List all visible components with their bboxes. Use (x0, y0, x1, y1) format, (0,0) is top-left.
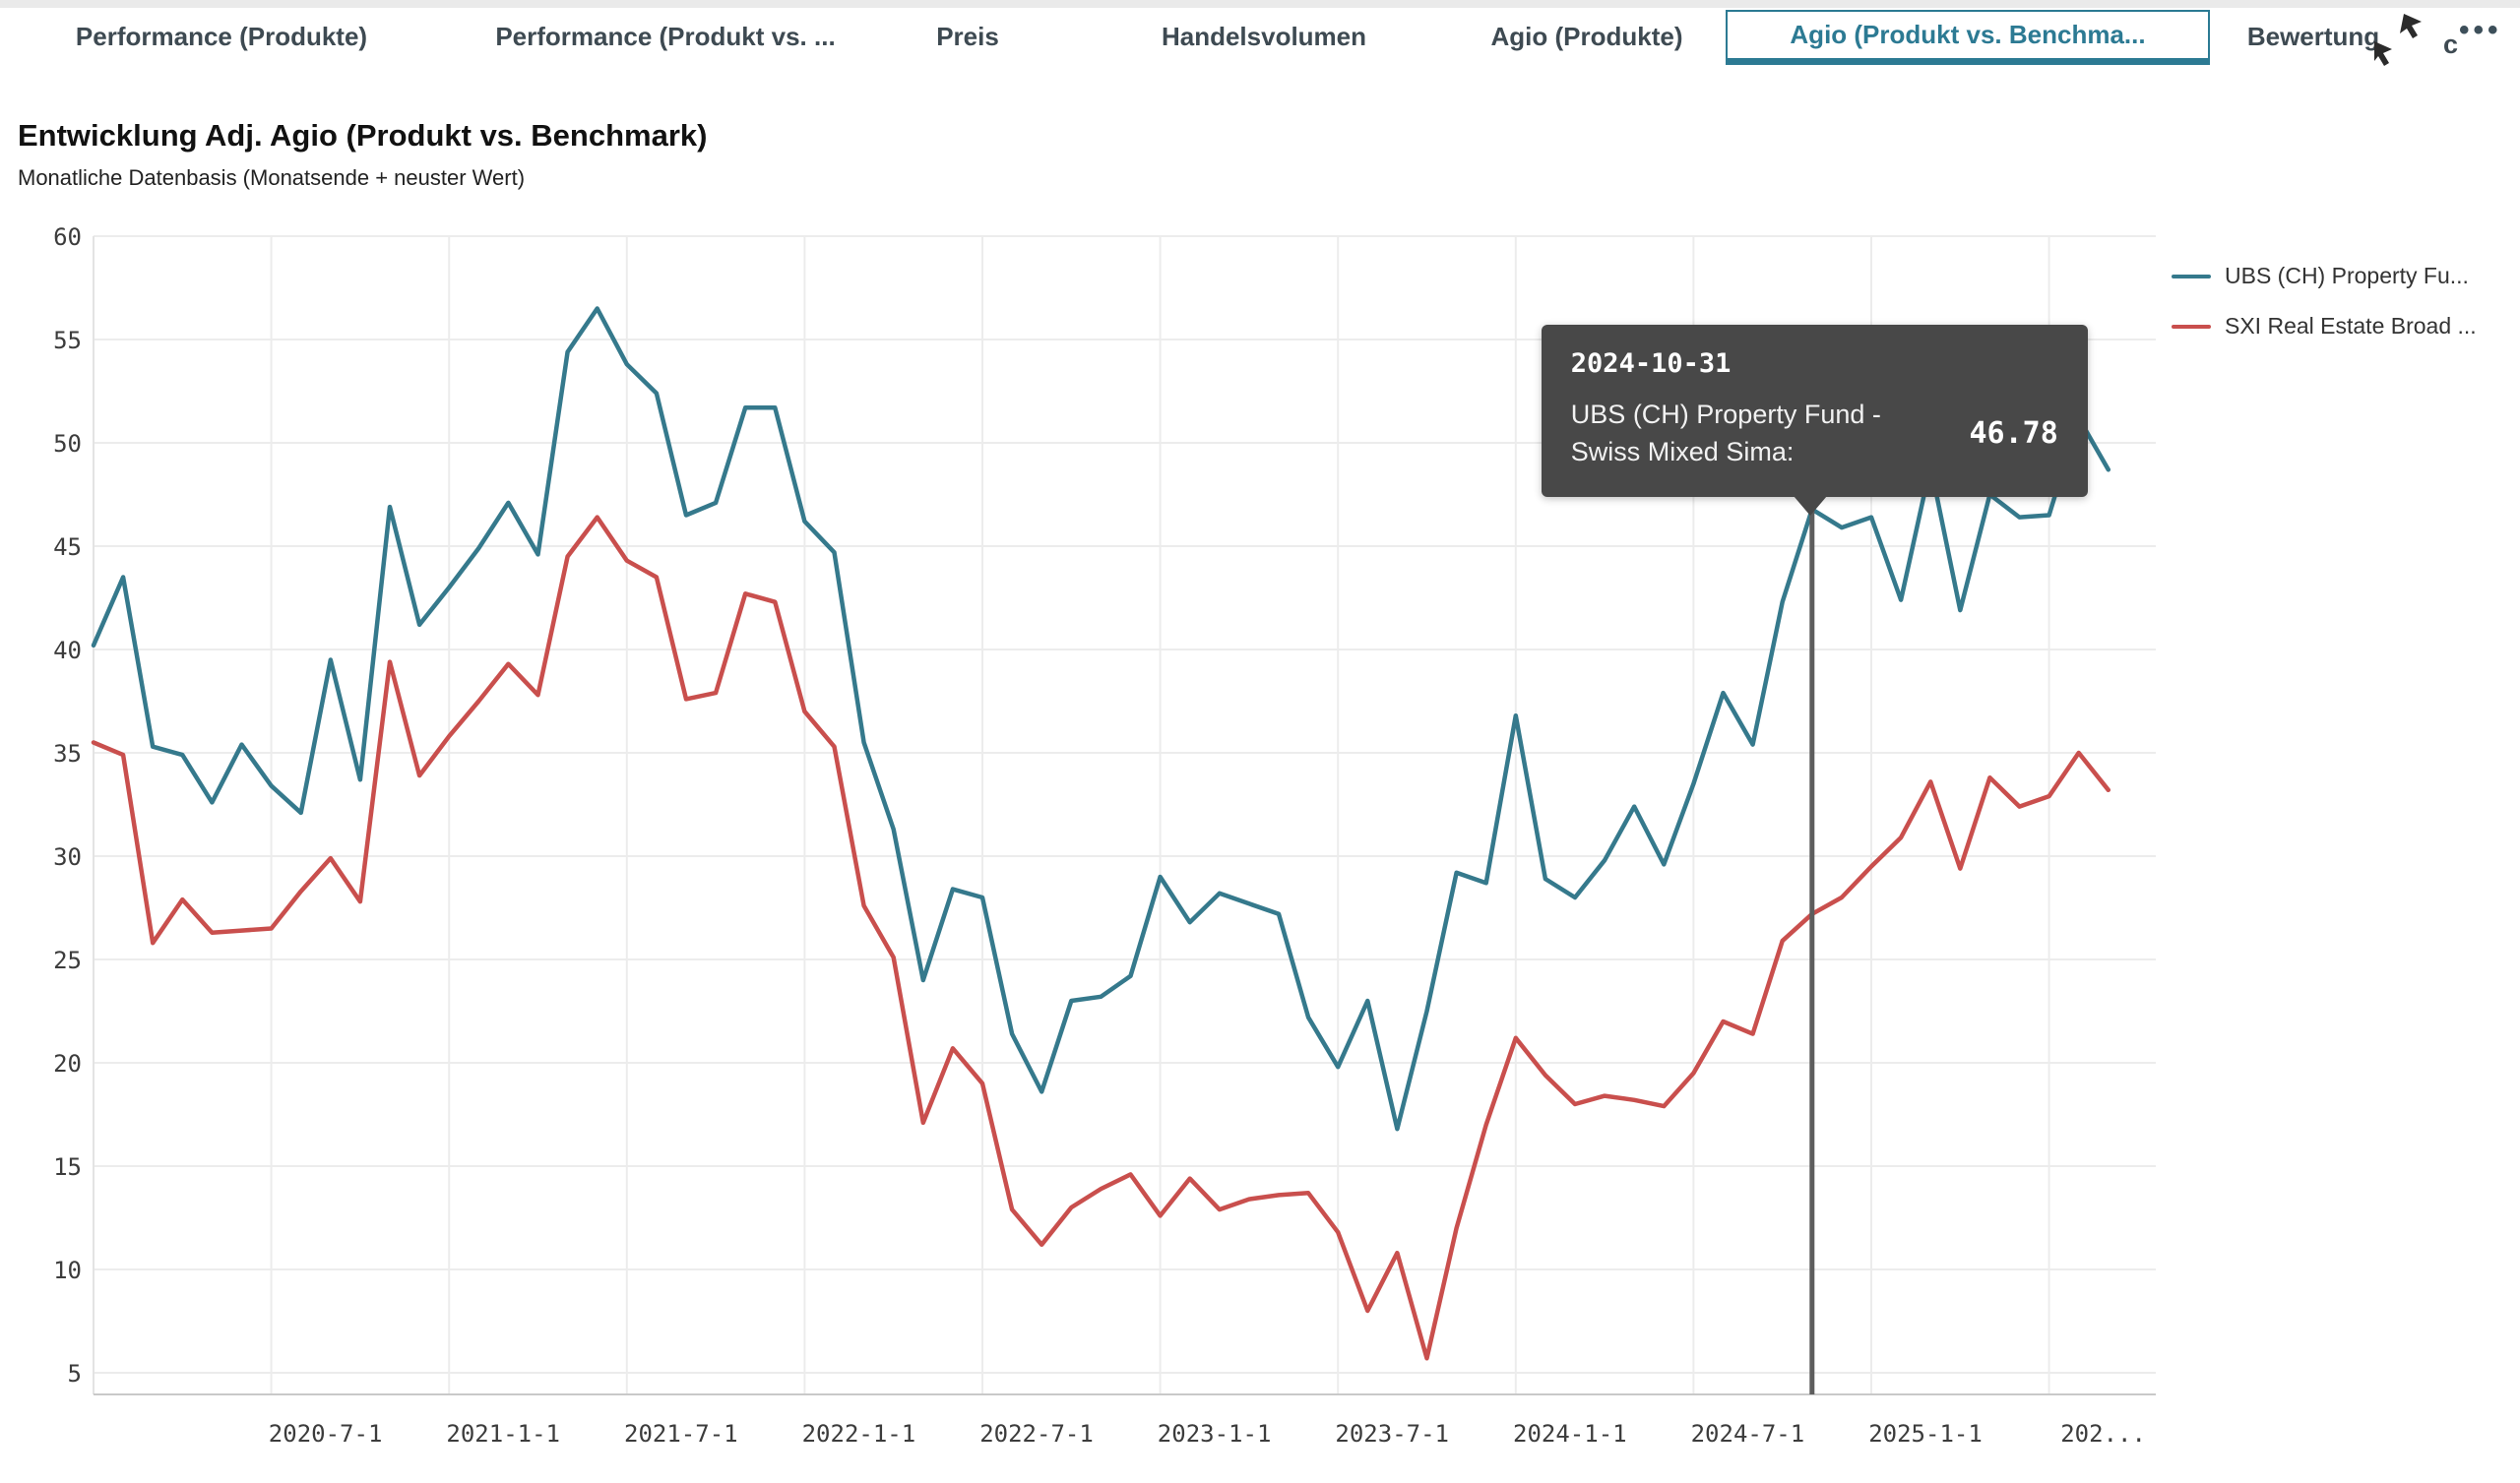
tab-performance-produkt-vs[interactable]: Performance (Produkt vs. ... (495, 21, 836, 51)
tooltip-series-name-line2: Swiss Mixed Sima: (1570, 436, 1795, 466)
y-axis-label: 15 (53, 1153, 82, 1181)
chart-legend: UBS (CH) Property Fu... SXI Real Estate … (2172, 263, 2477, 363)
y-axis-label: 5 (68, 1360, 82, 1388)
tab-bar: Performance (Produkte) Performance (Prod… (0, 8, 2520, 71)
x-axis-label: 2022-1-1 (802, 1420, 916, 1448)
y-axis-label: 45 (53, 533, 82, 561)
legend-item-ubs[interactable]: UBS (CH) Property Fu... (2172, 263, 2477, 289)
x-axis-label: 2025-1-1 (1868, 1420, 1983, 1448)
tab-active-label: Agio (Produkt vs. Benchma... (1790, 20, 2146, 49)
x-axis-label: 2023-7-1 (1335, 1420, 1449, 1448)
legend-label-ubs: UBS (CH) Property Fu... (2225, 263, 2469, 288)
x-axis-label: 2024-1-1 (1513, 1420, 1627, 1448)
chart-canvas[interactable]: 5 10 15 20 25 30 35 40 45 50 55 60 2020-7-1 2021-1-1 2… (0, 221, 2520, 1483)
tab-preis[interactable]: Preis (936, 21, 999, 51)
tooltip-series-name-line1: UBS (CH) Property Fund - (1570, 400, 1881, 429)
tooltip-series-name: UBS (CH) Property Fund - Swiss Mixed Sim… (1571, 397, 1881, 471)
tooltip-arrow (1793, 495, 1827, 516)
overflow-menu-icon[interactable]: ••• (2459, 14, 2502, 46)
y-axis-label: 30 (53, 843, 82, 871)
legend-line-swatch-ubs (2172, 274, 2211, 278)
tab-handelsvolumen[interactable]: Handelsvolumen (1161, 21, 1367, 51)
x-axis-label: 202... (2060, 1420, 2146, 1448)
series-line-ubs[interactable] (91, 306, 2111, 1132)
x-axis-label: 2021-1-1 (446, 1420, 560, 1448)
legend-item-sxi[interactable]: SXI Real Estate Broad ... (2172, 313, 2477, 340)
tooltip-date: 2024-10-31 (1570, 348, 1732, 379)
legend-line-swatch-sxi (2172, 324, 2211, 329)
x-axis-label: 2021-7-1 (624, 1420, 738, 1448)
tab-agio-produkt-vs-benchmark-active[interactable]: Agio (Produkt vs. Benchma... (1726, 10, 2210, 65)
y-axis-label: 55 (53, 327, 82, 354)
y-axis-label: 50 (53, 430, 82, 458)
data-tooltip: 2024-10-31 UBS (CH) Property Fund - Swis… (1541, 325, 2088, 516)
window-top-strip (0, 0, 2520, 8)
tooltip-row: UBS (CH) Property Fund - Swiss Mixed Sim… (1571, 397, 2058, 471)
x-axis-label: 2022-7-1 (979, 1420, 1094, 1448)
page-subtitle: Monatliche Datenbasis (Monatsende + neus… (18, 165, 526, 190)
y-axis-label: 60 (53, 223, 82, 251)
series-line-sxi[interactable] (91, 515, 2111, 1361)
tab-performance-produkte[interactable]: Performance (Produkte) (75, 21, 368, 51)
mouse-cursor-icon (2374, 14, 2422, 66)
y-axis-label: 10 (53, 1257, 82, 1284)
tab-bewertung[interactable]: Bewertung (2246, 21, 2380, 51)
truncated-text-fragment: c (2443, 30, 2459, 59)
tab-agio-produkte[interactable]: Agio (Produkte) (1490, 21, 1683, 51)
legend-label-sxi: SXI Real Estate Broad ... (2225, 313, 2477, 339)
y-axis-label: 40 (53, 637, 82, 664)
tooltip-value: 46.78 (1969, 416, 2058, 452)
x-axis-label: 2024-7-1 (1691, 1420, 1805, 1448)
y-axis-label: 25 (53, 947, 82, 974)
agio-line-chart: 5 10 15 20 25 30 35 40 45 50 55 60 2020-7-1 2021-1-1 2… (0, 221, 2520, 1483)
y-axis-label: 35 (53, 740, 82, 768)
x-axis-label: 2020-7-1 (269, 1420, 383, 1448)
chart-header: Entwicklung Adj. Agio (Produkt vs. Bench… (18, 118, 707, 191)
page-title: Entwicklung Adj. Agio (Produkt vs. Bench… (18, 118, 708, 153)
x-axis-label: 2023-1-1 (1158, 1420, 1272, 1448)
y-axis-label: 20 (53, 1050, 82, 1078)
